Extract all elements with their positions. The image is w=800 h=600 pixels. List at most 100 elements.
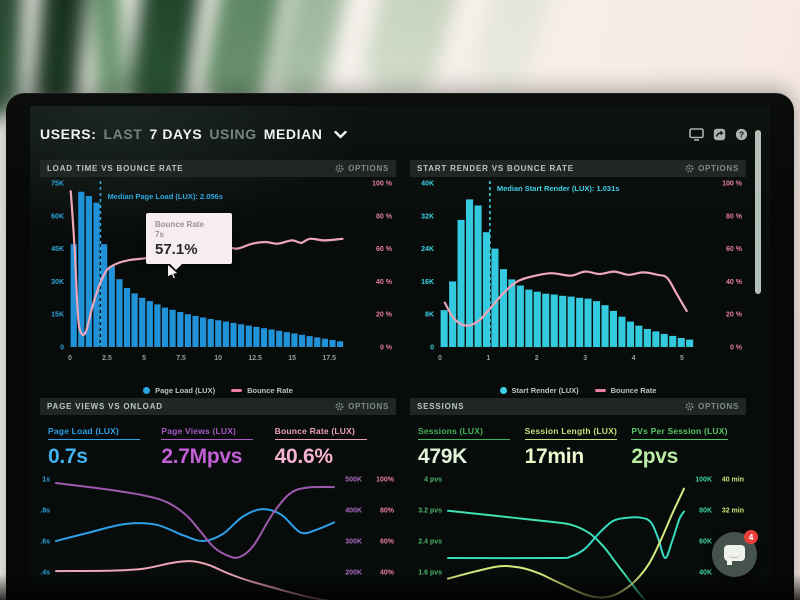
svg-text:1.6 pvs: 1.6 pvs: [418, 570, 442, 577]
header-toolbar: ?: [689, 127, 748, 141]
svg-text:16K: 16K: [421, 279, 434, 286]
svg-text:2.5: 2.5: [102, 355, 112, 362]
panel-title: START RENDER VS BOUNCE RATE: [417, 164, 574, 173]
svg-text:12.5: 12.5: [248, 355, 262, 362]
panel-title: SESSIONS: [417, 402, 465, 411]
svg-text:200K: 200K: [345, 570, 362, 577]
svg-text:60K: 60K: [699, 539, 712, 546]
gear-icon: [335, 164, 344, 173]
options-button[interactable]: OPTIONS: [685, 402, 739, 411]
svg-text:3.2 pvs: 3.2 pvs: [418, 508, 442, 515]
header-median: MEDIAN: [263, 126, 323, 142]
svg-text:80%: 80%: [380, 508, 395, 515]
options-button[interactable]: OPTIONS: [335, 402, 389, 411]
svg-text:32 min: 32 min: [722, 508, 744, 515]
legend-line-swatch: [594, 389, 606, 392]
svg-text:80 %: 80 %: [376, 213, 393, 220]
chart-legend: Start Render (LUX) Bounce Rate: [410, 386, 746, 395]
svg-text:0 %: 0 %: [380, 345, 393, 352]
chart-legend: Page Load (LUX) Bounce Rate: [40, 386, 396, 395]
chevron-down-icon[interactable]: [333, 131, 347, 139]
header-last: LAST: [103, 126, 143, 142]
panel-header: SESSIONS OPTIONS: [410, 398, 746, 415]
legend-dot-swatch: [143, 387, 151, 394]
svg-text:80K: 80K: [699, 508, 712, 515]
dashboard-header: USERS: LAST 7 DAYS USING MEDIAN: [40, 126, 748, 142]
svg-text:300K: 300K: [345, 539, 362, 546]
legend-item: Page Load (LUX): [143, 386, 215, 395]
svg-text:0.8s: 0.8s: [40, 508, 50, 515]
sessions-chart[interactable]: 4 pvs 3.2 pvs 2.4 pvs 1.6 pvs 100K 40 min 80K 3…: [410, 471, 746, 600]
panel-start-render-vs-bounce-rate: START RENDER VS BOUNCE RATE OPTIONS 40K 3…: [410, 160, 746, 395]
help-icon[interactable]: ?: [735, 128, 748, 141]
timeframe-selector[interactable]: USERS: LAST 7 DAYS USING MEDIAN: [40, 126, 347, 142]
page-views-chart[interactable]: 1s 0.8s 0.6s 0.4s 500K 100% 400K 80% 300K 60% 200K…: [36, 471, 396, 600]
svg-text:10: 10: [214, 355, 222, 362]
panel-load-time-vs-bounce-rate: LOAD TIME VS BOUNCE RATE OPTIONS 75K 60K 4…: [40, 160, 396, 395]
svg-text:0.4s: 0.4s: [40, 570, 50, 577]
svg-text:3: 3: [583, 355, 587, 362]
svg-text:100 %: 100 %: [722, 181, 743, 188]
svg-text:0: 0: [68, 355, 72, 362]
header-users: USERS:: [40, 126, 97, 142]
chart-tooltip: Bounce Rate 7s 57.1%: [146, 213, 232, 270]
svg-text:500K: 500K: [345, 477, 362, 484]
load-time-chart[interactable]: 75K 60K 45K 30K 15K 0 100 % 80 % 60 % 40 % 20 % 0 %…: [40, 177, 396, 389]
svg-text:40 %: 40 %: [376, 279, 393, 286]
svg-text:80 %: 80 %: [726, 213, 743, 220]
svg-text:0: 0: [430, 345, 434, 352]
svg-text:0: 0: [438, 355, 442, 362]
monitor-icon[interactable]: [689, 127, 704, 141]
share-icon[interactable]: [713, 128, 726, 141]
svg-text:17.5: 17.5: [322, 355, 336, 362]
legend-item: Bounce Rate: [231, 386, 293, 395]
metric-bounce-rate: Bounce Rate (LUX) 40.6%: [274, 421, 388, 469]
panel-sessions: SESSIONS OPTIONS Sessions (LUX) 479K Ses…: [410, 398, 746, 600]
metric-session-length: Session Length (LUX) 17min: [524, 426, 617, 468]
svg-text:5: 5: [142, 355, 146, 362]
svg-text:75K: 75K: [51, 181, 64, 188]
svg-text:15K: 15K: [51, 312, 64, 319]
svg-text:Median Page Load (LUX): 2.056s: Median Page Load (LUX): 2.056s: [107, 192, 222, 201]
svg-text:60K: 60K: [51, 213, 64, 220]
options-button[interactable]: OPTIONS: [685, 164, 739, 173]
scrollbar-thumb[interactable]: [755, 130, 761, 294]
metric-sessions: Sessions (LUX) 479K: [418, 421, 525, 469]
svg-text:100%: 100%: [376, 477, 395, 484]
legend-dot-swatch: [499, 387, 507, 394]
svg-text:4: 4: [632, 355, 636, 362]
svg-text:20 %: 20 %: [376, 312, 393, 319]
svg-text:5: 5: [680, 355, 684, 362]
gear-icon: [685, 402, 694, 411]
metrics-row: Sessions (LUX) 479K Session Length (LUX)…: [410, 415, 746, 471]
legend-line-swatch: [231, 389, 243, 392]
svg-text:2: 2: [535, 355, 539, 362]
options-button[interactable]: OPTIONS: [335, 164, 389, 173]
svg-text:20 %: 20 %: [726, 312, 743, 319]
svg-text:40K: 40K: [421, 181, 434, 188]
svg-text:24K: 24K: [421, 246, 434, 253]
svg-text:?: ?: [739, 129, 744, 139]
svg-text:0 %: 0 %: [730, 345, 743, 352]
svg-text:Median Start Render (LUX): 1.0: Median Start Render (LUX): 1.031s: [497, 184, 620, 193]
svg-text:0: 0: [60, 345, 64, 352]
svg-text:1s: 1s: [42, 477, 50, 484]
metric-page-views: Page Views (LUX) 2.7Mpvs: [161, 421, 274, 469]
analytics-dashboard: USERS: LAST 7 DAYS USING MEDIAN: [32, 112, 768, 600]
chat-widget-button[interactable]: 4: [712, 530, 758, 577]
svg-text:40K: 40K: [699, 570, 712, 577]
svg-text:7.5: 7.5: [176, 355, 186, 362]
metric-pvs-per-session: PVs Per Session (LUX) 2pvs: [631, 426, 728, 468]
svg-text:30K: 30K: [51, 279, 64, 286]
svg-text:40 %: 40 %: [726, 279, 743, 286]
svg-text:100 %: 100 %: [372, 181, 393, 188]
metric-page-load: Page Load (LUX) 0.7s: [48, 421, 161, 469]
panel-header: LOAD TIME VS BOUNCE RATE OPTIONS: [40, 160, 396, 177]
svg-text:60%: 60%: [380, 539, 395, 546]
laptop-screen: [30, 106, 770, 600]
panel-title: PAGE VIEWS VS ONLOAD: [47, 402, 163, 411]
header-days: 7 DAYS: [149, 126, 203, 142]
start-render-chart[interactable]: 40K 32K 24K 16K 8K 0 100 % 80 % 60 % 40 % 20 % 0 % 0…: [410, 177, 746, 389]
notification-badge: 4: [744, 530, 758, 544]
svg-text:60 %: 60 %: [376, 246, 393, 253]
